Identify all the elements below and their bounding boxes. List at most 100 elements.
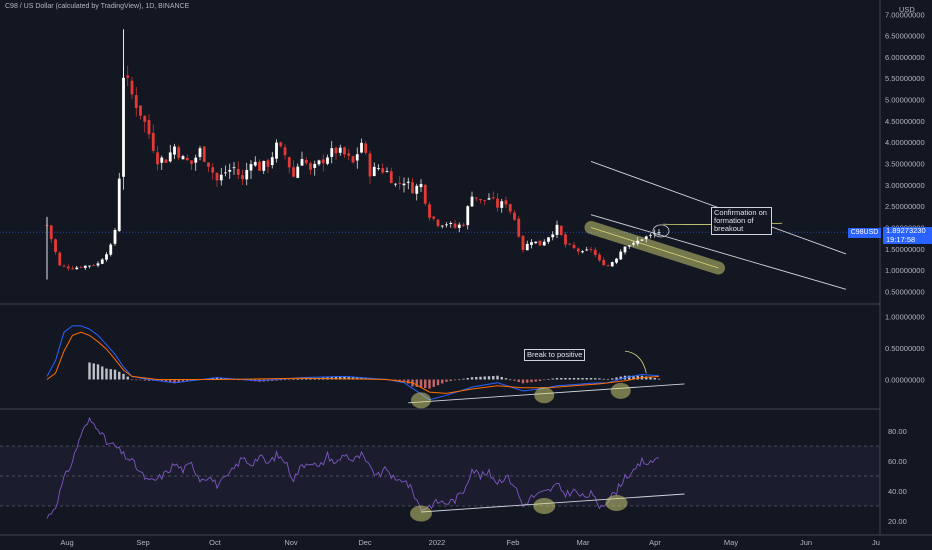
candle-body xyxy=(275,142,278,159)
time-tick-label: Nov xyxy=(284,538,298,547)
macd-histogram-bar xyxy=(589,378,593,380)
current-price-badge: 1.89273230 19:17:58 xyxy=(883,226,932,244)
candle-body xyxy=(351,156,355,163)
candle-body xyxy=(326,157,329,164)
macd-histogram-bar xyxy=(653,378,656,380)
candle-body xyxy=(394,183,397,185)
candle-body xyxy=(525,243,529,251)
candle-body xyxy=(381,168,385,173)
confirmation-line-2: formation of xyxy=(714,216,754,225)
macd-histogram-bar xyxy=(475,376,478,380)
macd-histogram-bar xyxy=(173,379,176,384)
macd-highlight-circle xyxy=(411,392,431,409)
macd-histogram-bar xyxy=(105,368,108,380)
candle-body xyxy=(173,146,176,155)
candle-body xyxy=(636,240,640,244)
rsi-tick-label: 60.00 xyxy=(888,457,907,466)
candle-body xyxy=(551,234,555,238)
macd-histogram-bar xyxy=(92,363,95,380)
candle-body xyxy=(568,243,572,245)
macd-histogram-bar xyxy=(424,379,427,389)
candle-body xyxy=(134,95,138,108)
macd-histogram-bar xyxy=(147,379,151,381)
candle-body xyxy=(58,252,62,266)
candle-body xyxy=(449,222,453,224)
candle-body xyxy=(262,160,266,171)
macd-histogram-bar xyxy=(449,379,452,382)
candle-body xyxy=(619,251,623,260)
macd-histogram-bar xyxy=(160,379,163,382)
macd-histogram-bar xyxy=(555,378,559,380)
candle-body xyxy=(168,152,172,162)
candle-body xyxy=(419,183,423,188)
macd-histogram-bar xyxy=(432,379,435,387)
candle-body xyxy=(75,267,79,270)
chart-header-title: C98 / US Dollar (calculated by TradingVi… xyxy=(5,3,190,10)
candle-body xyxy=(572,244,576,249)
macd-panel[interactable] xyxy=(46,325,685,409)
macd-histogram-bar xyxy=(628,375,631,380)
rsi-panel[interactable] xyxy=(0,416,880,522)
macd-histogram-bar xyxy=(351,377,355,380)
candle-body xyxy=(462,224,465,226)
candle-body xyxy=(113,229,117,244)
candle-body xyxy=(160,157,164,163)
macd-histogram-bar xyxy=(177,379,180,383)
confirmation-line-1: Confirmation on xyxy=(714,208,767,217)
macd-histogram-bar xyxy=(113,369,117,380)
candle-body xyxy=(224,172,227,174)
current-price-value: 1.89273230 xyxy=(886,226,926,235)
price-tick-label: 1.00000000 xyxy=(885,266,925,275)
candle-body xyxy=(71,268,74,270)
candle-body xyxy=(411,182,414,194)
candle-body xyxy=(287,157,291,168)
macd-histogram-bar xyxy=(126,376,129,380)
macd-tick-label: 0.50000000 xyxy=(885,344,925,353)
price-tick-label: 3.50000000 xyxy=(885,160,925,169)
macd-histogram-bar xyxy=(135,379,138,381)
candle-body xyxy=(423,184,427,204)
candle-body xyxy=(296,166,300,178)
candle-body xyxy=(530,242,533,245)
candle-body xyxy=(334,147,338,154)
candle-countdown: 19:17:58 xyxy=(886,234,916,244)
candle-body xyxy=(198,148,202,158)
candle-body xyxy=(211,167,215,173)
macd-histogram-bar xyxy=(118,371,121,380)
candle-body xyxy=(500,201,504,208)
candle-body xyxy=(640,239,644,241)
candle-body xyxy=(330,148,334,157)
candle-body xyxy=(283,147,287,156)
macd-histogram-bar xyxy=(453,379,457,381)
wedge-trendline xyxy=(590,214,847,290)
signal-line xyxy=(46,331,660,394)
macd-histogram-bar xyxy=(560,378,563,380)
macd-histogram-bar xyxy=(436,379,440,386)
candle-body xyxy=(406,181,410,183)
macd-histogram-bar xyxy=(334,376,338,380)
macd-histogram-bar xyxy=(466,378,469,380)
candle-body xyxy=(372,166,376,177)
time-tick-label: Feb xyxy=(507,538,520,547)
candle-body xyxy=(602,260,606,266)
macd-histogram-bar xyxy=(88,362,91,380)
macd-histogram-bar xyxy=(504,378,508,380)
price-tick-label: 4.00000000 xyxy=(885,138,925,147)
price-tick-label: 7.00000000 xyxy=(885,10,925,19)
price-panel[interactable] xyxy=(0,29,880,290)
candle-body xyxy=(644,236,648,240)
candle-body xyxy=(139,105,142,116)
candle-body xyxy=(117,178,121,231)
candle-body xyxy=(398,183,402,184)
macd-histogram-bar xyxy=(585,378,588,380)
macd-histogram-bar xyxy=(428,379,431,389)
rsi-tick-label: 80.00 xyxy=(888,427,907,436)
macd-tick-label: 1.00000000 xyxy=(885,312,925,321)
rsi-highlight-circle xyxy=(410,505,432,522)
candle-body xyxy=(83,265,87,268)
macd-histogram-bar xyxy=(551,378,554,380)
candle-body xyxy=(309,163,312,170)
macd-histogram-bar xyxy=(649,377,652,380)
candle-body xyxy=(513,212,516,220)
